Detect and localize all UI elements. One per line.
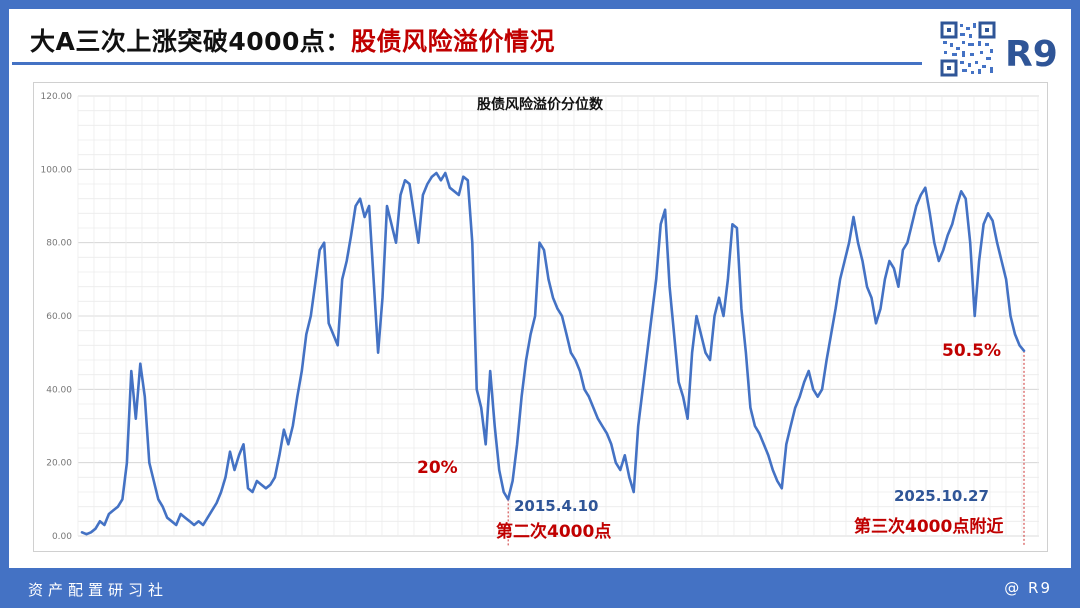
event-markers xyxy=(507,350,1025,546)
title-underline xyxy=(12,62,922,65)
annotation-event-3rd: 第三次4000点附近 xyxy=(854,516,1003,537)
chart-panel: 0.00 20.00 40.00 60.00 80.00 100.00 120.00 股债风… xyxy=(33,82,1048,552)
footer-handle: @ R9 xyxy=(1004,579,1052,597)
annotation-value-20: 20% xyxy=(417,458,458,478)
chart-title: 股债风险溢价分位数 xyxy=(477,96,604,113)
y-tick-label: 40.00 xyxy=(46,385,72,395)
y-tick-label: 60.00 xyxy=(46,312,72,322)
page-title: 大A三次上涨突破4000点：股债风险溢价情况 xyxy=(30,22,555,58)
y-tick-label: 20.00 xyxy=(46,459,72,469)
footer-brand: 资产配置研习社 xyxy=(28,581,169,599)
annotation-date-2025: 2025.10.27 xyxy=(894,487,989,505)
y-tick-label: 100.00 xyxy=(41,165,73,175)
y-axis-ticks: 0.00 20.00 40.00 60.00 80.00 100.00 120.00 xyxy=(41,92,73,542)
line-chart: 0.00 20.00 40.00 60.00 80.00 100.00 120.00 股债风… xyxy=(41,92,1039,546)
chart-grid xyxy=(77,95,1039,537)
title-highlight: 股债风险溢价情况 xyxy=(350,27,555,56)
y-tick-label: 120.00 xyxy=(41,92,73,102)
annotation-date-2015: 2015.4.10 xyxy=(514,497,598,515)
footer-bar xyxy=(0,568,1080,608)
y-tick-label: 0.00 xyxy=(52,532,72,542)
top-frame-bar xyxy=(0,0,1080,9)
right-frame-bar xyxy=(1071,0,1080,608)
title-main: 大A三次上涨突破4000点： xyxy=(30,27,351,56)
left-frame-bar xyxy=(0,0,9,608)
series-line xyxy=(80,171,1026,536)
qr-code-icon xyxy=(940,21,996,77)
annotation-value-50: 50.5% xyxy=(942,341,1001,361)
annotation-event-2nd: 第二次4000点 xyxy=(496,521,611,542)
y-tick-label: 80.00 xyxy=(46,239,72,249)
brand-logo: R9 xyxy=(1005,34,1058,75)
